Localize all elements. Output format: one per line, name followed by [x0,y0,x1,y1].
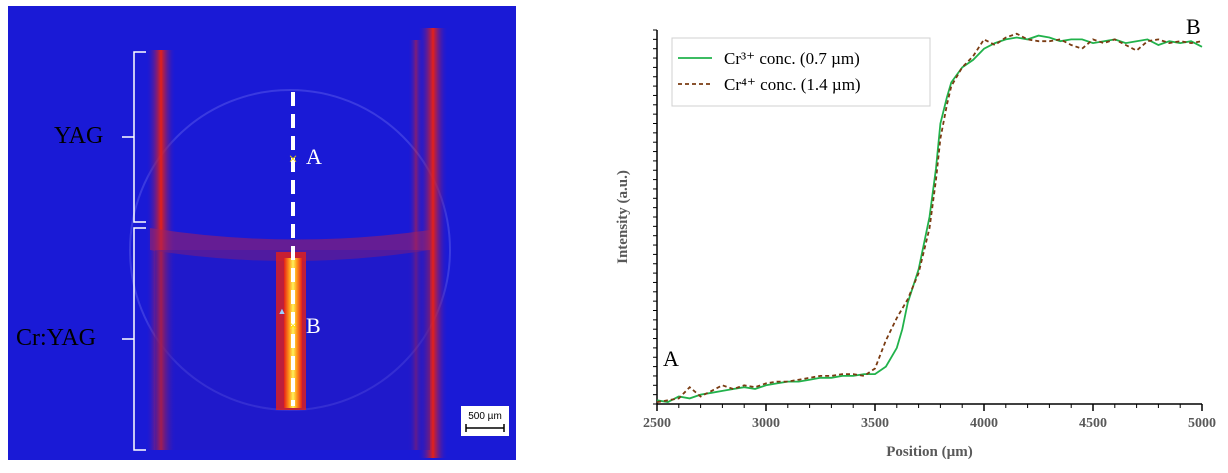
series-line-2 [656,32,1203,403]
x-tick-label: 2500 [643,416,671,431]
legend-label-2: Cr⁴⁺ conc. (1.4 µm) [724,75,861,94]
cryag-label: Cr:YAG [16,325,97,351]
intensity-chart: 2500 3000 3500 4000 4500 5000 Cr³⁺ conc. (0.7… [615,14,1216,460]
chart-series [656,32,1203,404]
x-tick-label: 3000 [752,416,780,431]
scale-bar-box [461,406,509,436]
legend-label-1: Cr³⁺ conc. (0.7 µm) [724,49,860,68]
x-tick-label: 4000 [970,416,998,431]
x-tick-label: 4500 [1079,416,1107,431]
endpoint-label-a: A [663,346,679,371]
intensity-chart-panel: 2500 3000 3500 4000 4500 5000 Cr³⁺ conc. (0.7… [600,0,1228,468]
series-line-1 [656,34,1203,404]
bright-strip [284,258,302,408]
interface-glow-band [150,228,430,261]
point-b-label: B [306,313,321,338]
legend-box [671,37,931,107]
chart-axes: 2500 3000 3500 4000 4500 5000 [643,29,1216,431]
point-a-marker: × [288,151,297,168]
chart-legend: Cr³⁺ conc. (0.7 µm) Cr⁴⁺ conc. (1.4 µm) [671,37,931,107]
x-axis-label: Position (µm) [886,444,973,460]
cursor-icon: ▲ [278,306,287,316]
luminescence-image: × × A B ▲ 500 µm [8,6,516,460]
yag-label: YAG [54,123,104,149]
yag-bracket [122,51,146,223]
y-axis-label: Intensity (a.u.) [615,170,631,264]
x-tick-label: 3500 [861,416,889,431]
x-tick-label: 5000 [1188,416,1216,431]
luminescence-image-panel: × × A B ▲ 500 µm YAG Cr:YAG [0,0,560,468]
endpoint-label-b: B [1186,14,1201,39]
point-b-marker: × [288,318,297,335]
cryag-bracket [122,227,146,451]
scale-bar-label: 500 µm [468,411,502,422]
point-a-label: A [306,144,322,169]
